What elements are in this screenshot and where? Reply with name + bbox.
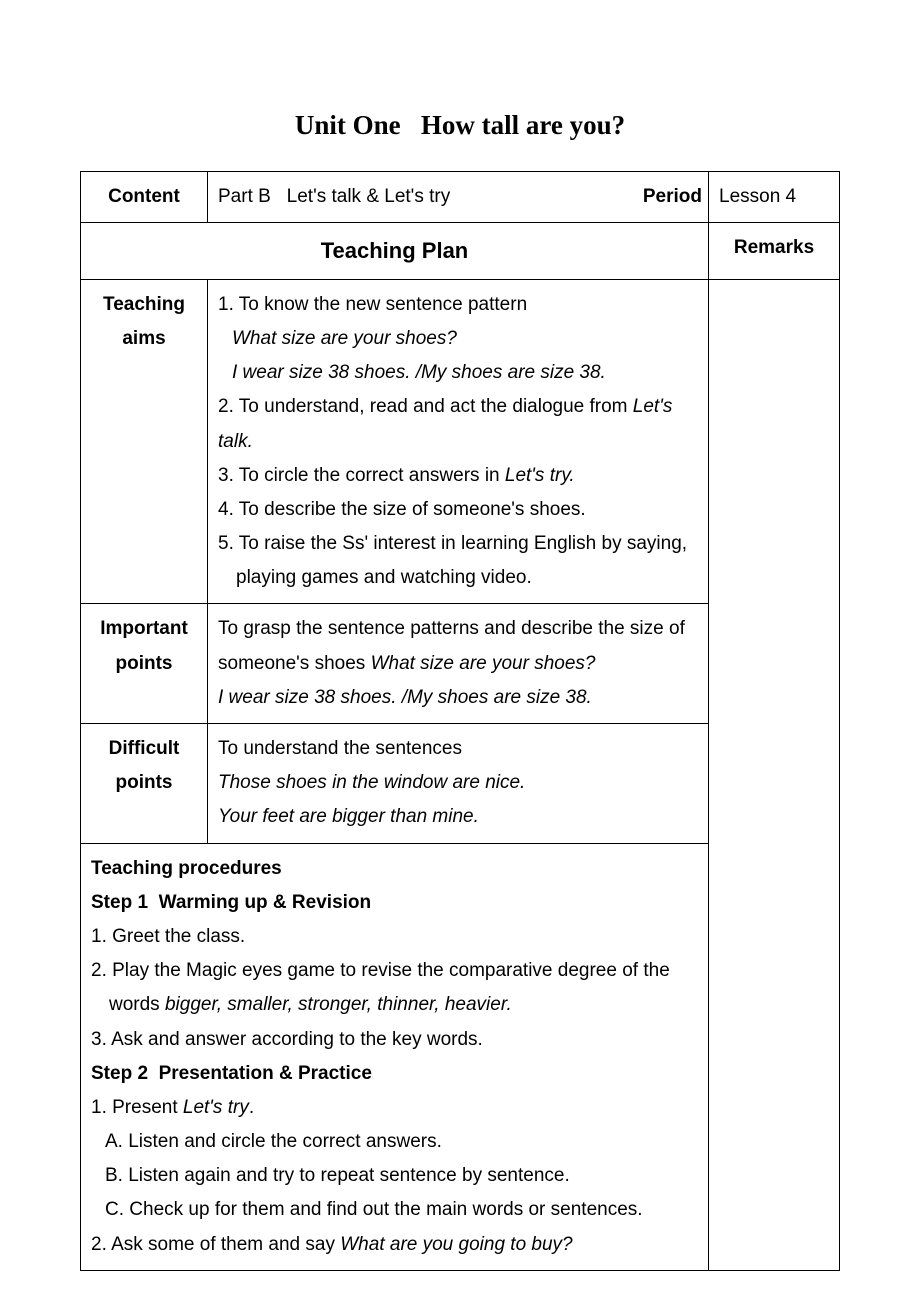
plan-header-row: Teaching Plan Remarks — [81, 223, 840, 280]
header-row: Content Part B Let's talk & Let's try Pe… — [81, 172, 840, 223]
s1-2: 2. Play the Magic eyes game to revise th… — [91, 954, 698, 1022]
aim-1-sub-b: I wear size 38 shoes. /My shoes are size… — [232, 356, 698, 390]
aims-label: Teaching aims — [81, 279, 208, 604]
aims-cell: 1. To know the new sentence pattern What… — [208, 279, 709, 604]
s1-1: 1. Greet the class. — [91, 920, 698, 954]
important-line-2: I wear size 38 shoes. /My shoes are size… — [218, 681, 698, 715]
aim-1: 1. To know the new sentence pattern — [218, 288, 698, 322]
aim-3: 3. To circle the correct answers in Let'… — [218, 459, 698, 493]
difficult-line-2: Those shoes in the window are nice. — [218, 766, 698, 800]
step-2: Step 2 Presentation & Practice — [91, 1057, 698, 1091]
important-line-1: To grasp the sentence patterns and descr… — [218, 612, 698, 680]
difficult-cell: To understand the sentences Those shoes … — [208, 724, 709, 844]
aim-5: 5. To raise the Ss' interest in learning… — [218, 527, 698, 595]
page: Unit One How tall are you? Content Part … — [0, 0, 920, 1311]
page-title: Unit One How tall are you? — [80, 110, 840, 141]
content-value: Part B Let's talk & Let's try — [208, 172, 633, 223]
remarks-header: Remarks — [709, 223, 840, 280]
content-part: Part B — [218, 186, 271, 207]
difficult-line-3: Your feet are bigger than mine. — [218, 800, 698, 834]
difficult-label: Difficult points — [81, 724, 208, 844]
important-label: Important points — [81, 604, 208, 724]
difficult-line-1: To understand the sentences — [218, 732, 698, 766]
step-1: Step 1 Warming up & Revision — [91, 886, 698, 920]
s2-1: 1. Present Let's try. — [91, 1091, 698, 1125]
remarks-cell — [709, 279, 840, 1270]
content-subpart: Let's talk & Let's try — [287, 186, 451, 207]
title-question: How tall are you? — [421, 110, 625, 140]
s2-C: C. Check up for them and find out the ma… — [105, 1193, 698, 1227]
period-label: Period — [633, 172, 709, 223]
aim-1-sub-a: What size are your shoes? — [232, 322, 698, 356]
procedures-heading: Teaching procedures — [91, 852, 698, 886]
lesson-plan-table: Content Part B Let's talk & Let's try Pe… — [80, 171, 840, 1271]
s1-3: 3. Ask and answer according to the key w… — [91, 1023, 698, 1057]
period-value: Lesson 4 — [709, 172, 840, 223]
s2-B: B. Listen again and try to repeat senten… — [105, 1159, 698, 1193]
procedures-cell: Teaching procedures Step 1 Warming up & … — [81, 843, 709, 1270]
aim-2: 2. To understand, read and act the dialo… — [218, 390, 698, 458]
teaching-plan-header: Teaching Plan — [81, 223, 709, 280]
title-unit: Unit One — [295, 110, 401, 140]
content-label: Content — [81, 172, 208, 223]
aim-4: 4. To describe the size of someone's sho… — [218, 493, 698, 527]
aims-row: Teaching aims 1. To know the new sentenc… — [81, 279, 840, 604]
s2-2: 2. Ask some of them and say What are you… — [91, 1228, 698, 1262]
s2-A: A. Listen and circle the correct answers… — [105, 1125, 698, 1159]
important-cell: To grasp the sentence patterns and descr… — [208, 604, 709, 724]
